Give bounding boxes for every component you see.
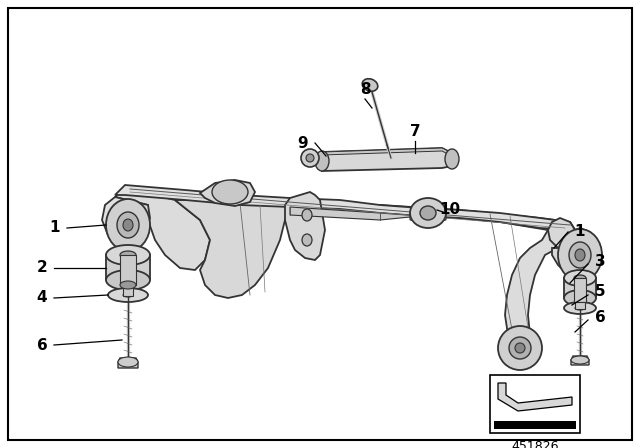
Ellipse shape [117,212,139,238]
Polygon shape [380,205,575,348]
Ellipse shape [564,302,596,314]
Text: 6: 6 [595,310,605,326]
Text: 6: 6 [36,337,47,353]
Polygon shape [285,192,325,260]
Ellipse shape [302,234,312,246]
Polygon shape [123,286,133,296]
Polygon shape [498,383,572,411]
Ellipse shape [315,151,329,171]
Ellipse shape [123,293,133,297]
Ellipse shape [420,206,436,220]
Ellipse shape [564,290,596,306]
Polygon shape [564,278,596,302]
Text: 3: 3 [595,254,605,270]
Ellipse shape [574,275,586,281]
Text: 10: 10 [440,202,461,217]
Text: 8: 8 [360,82,371,98]
Ellipse shape [106,270,150,290]
Ellipse shape [306,154,314,162]
Ellipse shape [123,219,133,231]
Ellipse shape [108,288,148,302]
Polygon shape [102,197,150,245]
Text: 4: 4 [36,290,47,306]
Ellipse shape [498,326,542,370]
Polygon shape [175,198,290,298]
Polygon shape [322,148,452,171]
Text: 1: 1 [575,224,585,240]
Ellipse shape [212,180,248,204]
Text: 9: 9 [298,135,308,151]
Polygon shape [200,180,255,206]
Polygon shape [552,228,602,278]
Ellipse shape [120,251,136,259]
Ellipse shape [509,337,531,359]
Ellipse shape [118,357,138,367]
Ellipse shape [575,306,585,310]
Text: 451826: 451826 [511,440,559,448]
Polygon shape [410,213,446,222]
Polygon shape [574,278,586,302]
Polygon shape [575,302,585,309]
Ellipse shape [445,149,459,169]
Text: 7: 7 [410,125,420,139]
Ellipse shape [301,149,319,167]
Ellipse shape [575,249,585,261]
Ellipse shape [515,343,525,353]
Polygon shape [106,255,150,285]
Ellipse shape [571,356,589,364]
Ellipse shape [410,198,446,228]
Polygon shape [115,185,575,230]
Polygon shape [118,358,138,368]
Polygon shape [322,148,452,156]
Ellipse shape [106,245,150,265]
Polygon shape [548,218,580,250]
Ellipse shape [106,199,150,251]
Polygon shape [494,421,576,429]
Text: 1: 1 [50,220,60,236]
Ellipse shape [564,270,596,286]
Polygon shape [115,188,210,270]
Polygon shape [290,207,420,220]
Polygon shape [571,356,589,365]
Text: 5: 5 [595,284,605,300]
Ellipse shape [362,79,378,91]
Ellipse shape [558,229,602,281]
Ellipse shape [569,242,591,268]
Ellipse shape [302,209,312,221]
Text: 2: 2 [36,260,47,276]
Polygon shape [120,255,136,285]
Ellipse shape [120,281,136,289]
Bar [490,375,580,433]
